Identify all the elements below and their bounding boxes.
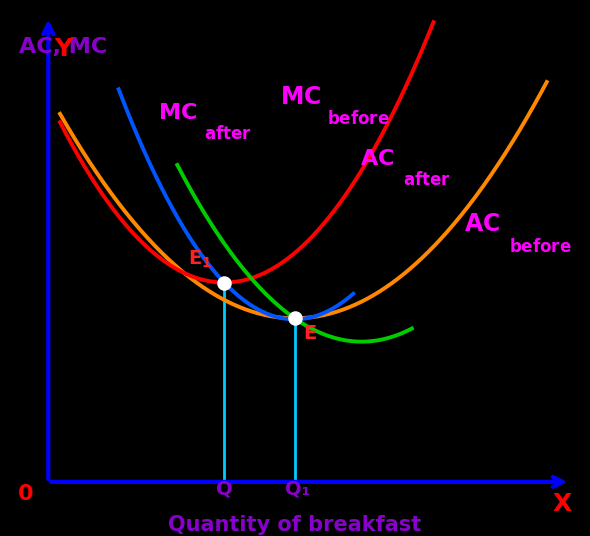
Text: Q₁: Q₁ (285, 480, 310, 498)
Text: $\mathregular{MC}$: $\mathregular{MC}$ (158, 103, 197, 123)
Text: $\mathregular{AC}$: $\mathregular{AC}$ (359, 149, 394, 169)
Text: 0: 0 (18, 485, 34, 504)
Text: Y: Y (54, 37, 73, 61)
Text: $\mathregular{before}$: $\mathregular{before}$ (327, 110, 389, 128)
Point (290, 314, 299, 323)
Text: $\mathregular{before}$: $\mathregular{before}$ (509, 238, 571, 256)
Text: $\mathregular{MC}$: $\mathregular{MC}$ (280, 85, 321, 109)
Text: Quantity of breakfast: Quantity of breakfast (168, 515, 421, 535)
Text: $\mathregular{E}$: $\mathregular{E}$ (303, 324, 317, 343)
Text: $\mathregular{AC}$: $\mathregular{AC}$ (464, 212, 500, 236)
Text: $\mathregular{E_1}$: $\mathregular{E_1}$ (188, 249, 212, 270)
Text: $\mathregular{after}$: $\mathregular{after}$ (204, 125, 251, 144)
Point (219, 278, 229, 287)
Text: X: X (553, 492, 572, 516)
Text: $\mathregular{after}$: $\mathregular{after}$ (403, 172, 451, 189)
Text: AC, MC: AC, MC (19, 37, 107, 57)
Text: Q: Q (216, 480, 232, 498)
